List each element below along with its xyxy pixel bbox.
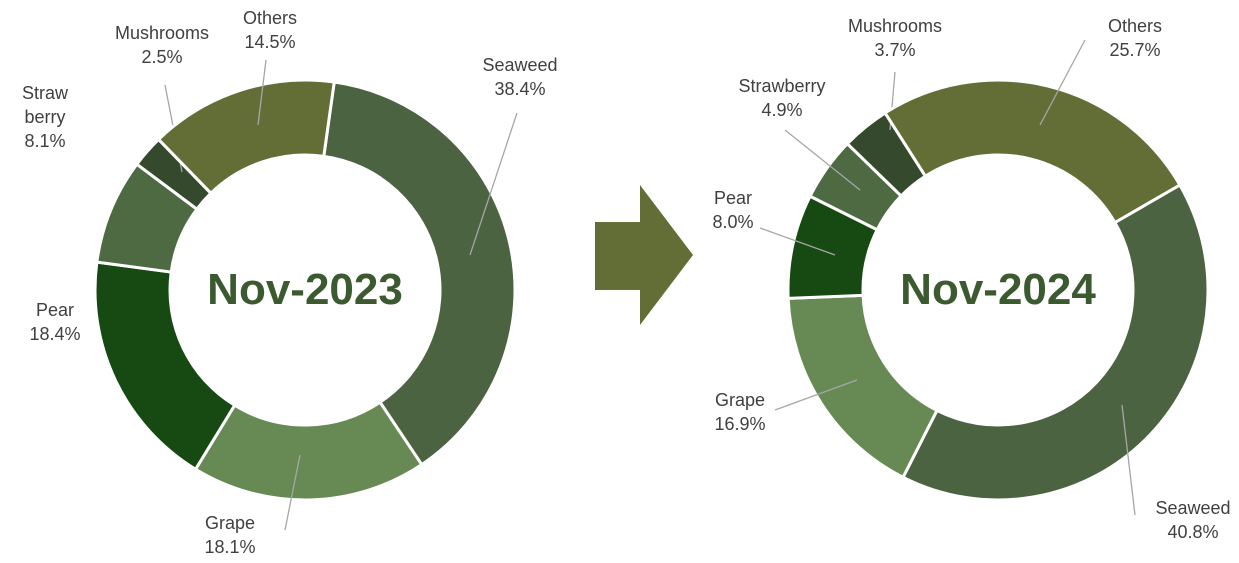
leader-line (759, 227, 836, 256)
value-label: 8.1% (24, 131, 66, 151)
category-label: Others (242, 8, 298, 28)
donut-segment (786, 293, 939, 480)
category-label: Others (1107, 16, 1163, 36)
value-label: 14.5% (244, 32, 296, 52)
category-label: Mushrooms (114, 23, 210, 43)
data-label: Straw berry 8.1% (22, 81, 68, 153)
value-label: 4.9% (761, 100, 803, 120)
donut-segment (322, 80, 517, 467)
category-label: Grape (714, 390, 766, 410)
value-label: 8.0% (712, 212, 754, 232)
donut-segment (883, 78, 1182, 225)
value-label: 18.4% (29, 324, 81, 344)
data-label: Pear 18.4% (29, 298, 80, 346)
category-label: Mushrooms (847, 16, 943, 36)
category-label: Pear (35, 300, 75, 320)
category-label: Seaweed (1155, 498, 1231, 518)
data-label: Grape 18.1% (204, 511, 255, 559)
leader-line (1039, 39, 1086, 126)
data-label: Mushrooms 3.7% (848, 14, 942, 62)
data-label: Mushrooms 2.5% (115, 21, 209, 69)
value-label: 25.7% (1109, 40, 1161, 60)
leader-line (257, 59, 267, 126)
leader-line (1121, 404, 1136, 516)
value-label: 2.5% (141, 47, 183, 67)
value-label: 40.8% (1167, 522, 1219, 542)
chart-title: Nov-2024 (900, 265, 1096, 314)
leader-line (469, 112, 518, 256)
leader-line (774, 379, 858, 411)
category-label: Strawberry (738, 76, 826, 96)
data-label: Others 14.5% (243, 6, 297, 54)
data-label: Others 25.7% (1108, 14, 1162, 62)
value-label: 38.4% (494, 79, 546, 99)
category-label: Straw berry (21, 83, 69, 127)
arrow (595, 185, 693, 325)
leader-line (784, 129, 861, 191)
data-label: Seaweed 40.8% (1155, 496, 1230, 544)
value-label: 3.7% (874, 40, 916, 60)
data-label: Pear 8.0% (712, 186, 753, 234)
value-label: 16.9% (714, 414, 766, 434)
data-label: Grape 16.9% (714, 388, 765, 436)
data-label: Seaweed 38.4% (482, 53, 557, 101)
chart-title: Nov-2023 (207, 265, 403, 314)
donut-segment (901, 182, 1210, 502)
leader-line (284, 454, 301, 531)
category-label: Pear (713, 188, 753, 208)
value-label: 18.1% (204, 537, 256, 557)
category-label: Seaweed (482, 55, 558, 75)
donut-segment (193, 400, 424, 502)
donut-segment (156, 78, 336, 196)
data-label: Strawberry 4.9% (738, 74, 825, 122)
category-label: Grape (204, 513, 256, 533)
